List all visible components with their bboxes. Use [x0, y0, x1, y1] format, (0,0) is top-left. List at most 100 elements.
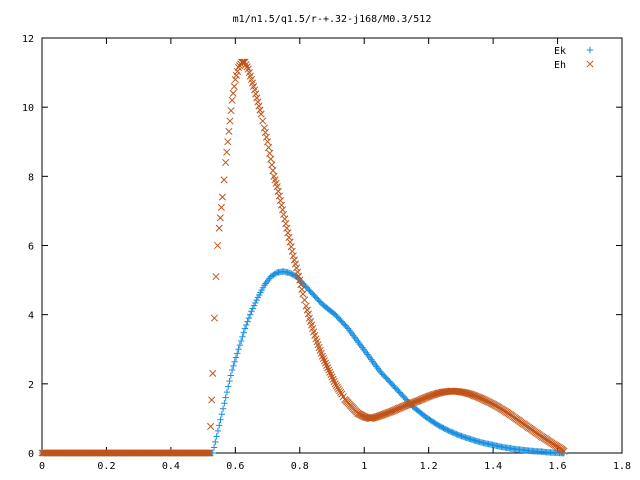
data-point-ek — [237, 337, 245, 345]
data-point-eh — [430, 390, 439, 398]
data-point-ek — [249, 305, 256, 312]
data-point-eh — [280, 210, 288, 218]
data-point-eh — [286, 238, 294, 246]
data-point-eh — [320, 357, 329, 365]
series-eh — [38, 58, 568, 457]
data-point-ek — [241, 325, 249, 332]
data-point-eh — [281, 215, 289, 223]
data-point-ek — [244, 318, 251, 325]
data-point-ek — [243, 321, 250, 329]
data-point-ek — [212, 438, 219, 446]
data-point-eh — [228, 96, 236, 104]
data-point-eh — [243, 63, 251, 71]
data-point-eh — [208, 396, 216, 404]
data-point-eh — [299, 290, 307, 298]
data-point-eh — [217, 203, 225, 212]
data-point-eh — [384, 409, 392, 417]
data-point-ek — [221, 400, 228, 407]
legend-marker-eh — [586, 60, 594, 68]
data-point-eh — [253, 94, 261, 102]
data-point-eh — [259, 117, 267, 125]
data-point-eh — [467, 390, 475, 398]
data-point-ek — [246, 311, 254, 318]
data-point-eh — [241, 58, 249, 66]
data-point-eh — [303, 306, 311, 314]
data-point-eh — [469, 391, 477, 399]
data-point-eh — [427, 392, 435, 400]
data-point-ek — [225, 383, 232, 390]
x-tick-label: 0 — [39, 461, 45, 472]
data-point-eh — [210, 314, 218, 322]
y-tick-label: 0 — [28, 449, 34, 460]
data-point-eh — [279, 206, 287, 214]
data-point-eh — [325, 366, 333, 374]
data-point-eh — [383, 409, 391, 417]
data-point-eh — [411, 398, 419, 406]
plot-area: 0 0.2 0.4 0.6 0.8 1 1.2 1.4 1.6 1.8 0 2 4 6 8 10 12 — [22, 34, 631, 472]
y-tick-label: 10 — [22, 103, 34, 114]
data-point-eh — [229, 89, 237, 97]
data-point-eh — [298, 285, 306, 293]
data-point-eh — [374, 412, 382, 421]
data-point-eh — [403, 401, 411, 409]
data-point-ek — [239, 333, 246, 340]
data-point-ek — [231, 358, 238, 365]
data-point-eh — [273, 183, 281, 191]
data-point-ek — [252, 299, 259, 307]
data-point-ek — [250, 302, 258, 309]
data-point-eh — [227, 107, 235, 115]
data-point-eh — [406, 400, 414, 408]
data-point-eh — [277, 201, 286, 209]
data-point-eh — [370, 414, 378, 422]
data-point-eh — [294, 268, 302, 276]
data-point-eh — [302, 302, 310, 310]
legend-label-eh: Eh — [554, 60, 566, 71]
data-point-eh — [288, 247, 296, 255]
data-point-ek — [213, 433, 220, 440]
data-point-eh — [402, 401, 410, 409]
data-point-eh — [215, 224, 223, 232]
x-tick-label: 1.4 — [484, 461, 502, 472]
data-point-ek — [245, 314, 253, 322]
data-point-eh — [421, 394, 429, 402]
data-point-eh — [378, 411, 386, 419]
data-point-eh — [265, 143, 273, 152]
data-point-eh — [256, 106, 264, 114]
data-point-eh — [254, 98, 262, 106]
x-tick-label: 0.2 — [97, 461, 115, 472]
data-point-ek — [226, 377, 233, 385]
data-point-eh — [226, 117, 234, 125]
data-point-eh — [274, 187, 282, 195]
data-point-eh — [297, 281, 305, 289]
data-point-eh — [233, 67, 242, 75]
data-point-eh — [387, 408, 395, 416]
data-point-eh — [223, 148, 231, 156]
data-point-eh — [322, 359, 330, 367]
x-tick-label: 0.6 — [226, 461, 244, 472]
x-tick-label: 1.6 — [549, 461, 567, 472]
y-tick-label: 6 — [28, 242, 34, 253]
data-point-eh — [251, 86, 259, 94]
data-point-eh — [464, 389, 472, 398]
data-point-ek — [232, 354, 240, 361]
x-tick-label: 0.4 — [162, 461, 180, 472]
data-point-eh — [261, 128, 269, 137]
legend: Ek Eh — [554, 46, 594, 71]
data-point-ek — [240, 329, 247, 336]
data-point-ek — [218, 411, 225, 418]
data-point-eh — [262, 133, 271, 141]
data-point-eh — [425, 392, 433, 400]
data-point-eh — [238, 58, 246, 66]
data-point-eh — [209, 369, 217, 378]
data-point-eh — [267, 155, 275, 163]
data-point-eh — [330, 377, 338, 386]
data-point-eh — [231, 75, 239, 84]
data-point-eh — [410, 398, 418, 406]
data-point-eh — [264, 138, 272, 146]
data-point-eh — [222, 158, 230, 167]
data-point-eh — [319, 354, 327, 363]
data-point-eh — [269, 167, 277, 175]
data-point-eh — [225, 127, 233, 135]
data-point-eh — [290, 256, 298, 264]
